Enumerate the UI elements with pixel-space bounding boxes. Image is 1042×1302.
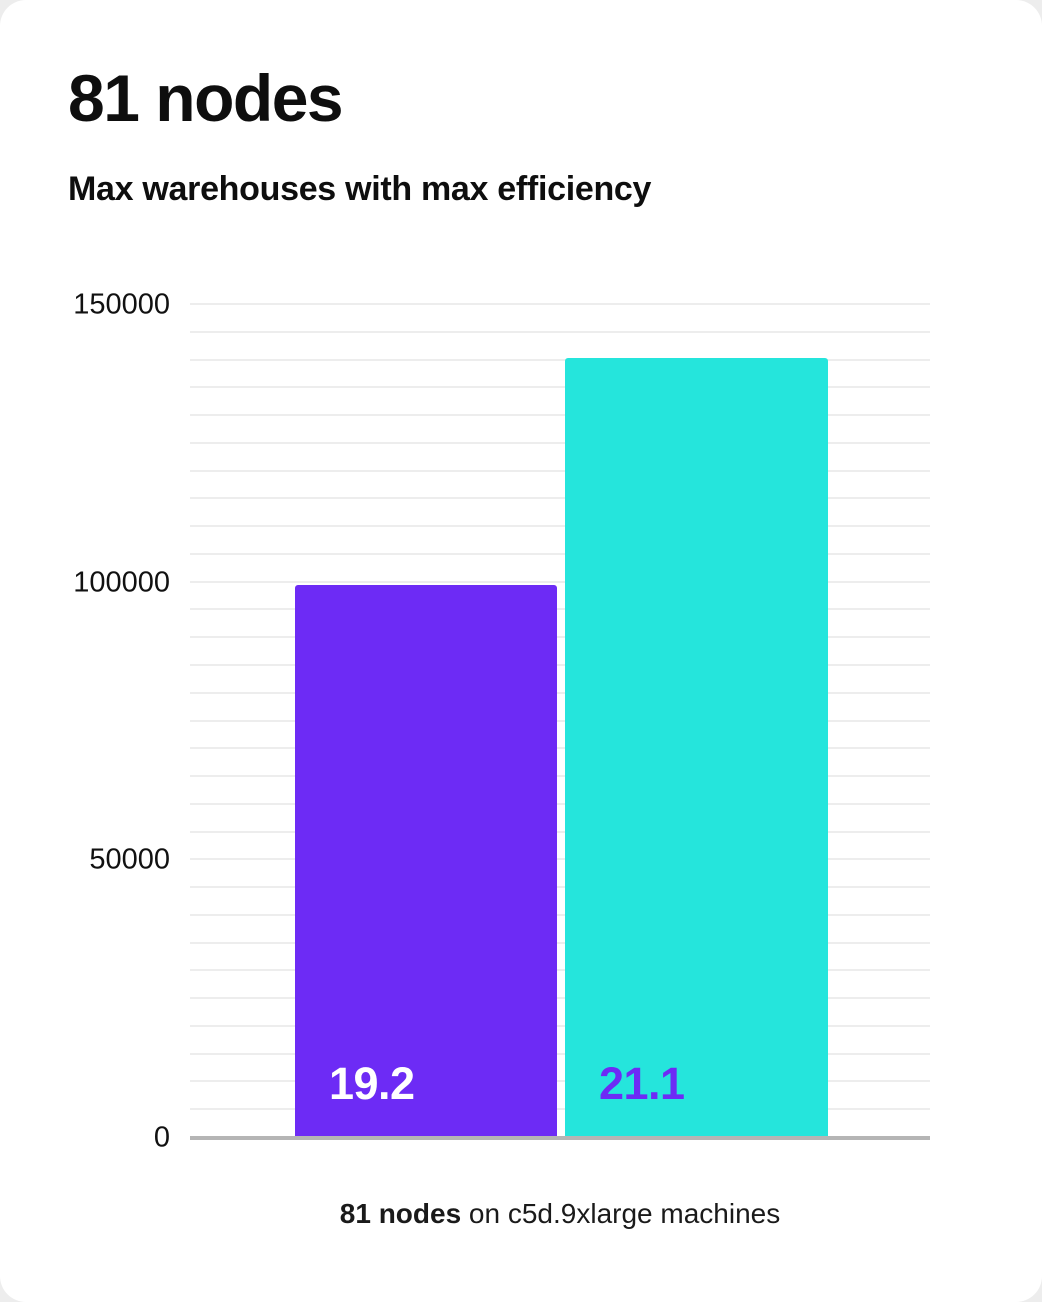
- chart-caption: 81 nodes on c5d.9xlarge machines: [190, 1198, 930, 1230]
- y-tick-label: 0: [153, 1121, 170, 1154]
- gridline: [190, 1024, 930, 1027]
- bar-value-label: 19.2: [329, 1058, 415, 1109]
- gridline: [190, 525, 930, 528]
- gridline: [190, 386, 930, 389]
- gridline: [190, 441, 930, 444]
- gridline: [190, 830, 930, 833]
- gridline: [190, 663, 930, 666]
- gridline: [190, 330, 930, 333]
- chart-title: 81 nodes: [68, 61, 344, 135]
- caption-bold: 81 nodes: [339, 1198, 462, 1229]
- gridline: [190, 913, 930, 916]
- gridline: [190, 580, 930, 583]
- gridline: [190, 969, 930, 972]
- y-tick-label: 100000: [73, 566, 170, 599]
- gridline: [190, 358, 930, 361]
- y-tick-label: 150000: [73, 288, 170, 321]
- gridline: [190, 469, 930, 472]
- gridline: [190, 997, 930, 1000]
- gridline: [190, 802, 930, 805]
- bars-group: 19.2 21.1: [190, 305, 930, 1138]
- plot-area: 19.2 21.1: [190, 303, 930, 1140]
- chart-subtitle: Max warehouses with max efficiency: [68, 170, 652, 208]
- gridline: [190, 303, 930, 305]
- y-axis: 0 50000 100000 150000: [0, 289, 170, 1154]
- gridline: [190, 719, 930, 722]
- gridline: [190, 414, 930, 417]
- gridline: [190, 858, 930, 861]
- gridline: [190, 608, 930, 611]
- bar-19.2: 19.2: [295, 585, 557, 1138]
- gridline: [190, 552, 930, 555]
- gridline: [190, 1108, 930, 1111]
- gridline: [190, 636, 930, 639]
- gridline: [190, 886, 930, 889]
- caption-rest: on c5d.9xlarge machines: [461, 1198, 781, 1229]
- gridline: [190, 1052, 930, 1055]
- bar-21.1: 21.1: [565, 357, 828, 1138]
- gridline: [190, 747, 930, 750]
- x-axis-line: [190, 1136, 930, 1140]
- gridline: [190, 1080, 930, 1083]
- gridline: [190, 775, 930, 778]
- gridline: [190, 941, 930, 944]
- y-tick-label: 50000: [89, 843, 170, 876]
- bar-value-label: 21.1: [599, 1058, 685, 1109]
- gridline: [190, 497, 930, 500]
- gridline: [190, 691, 930, 694]
